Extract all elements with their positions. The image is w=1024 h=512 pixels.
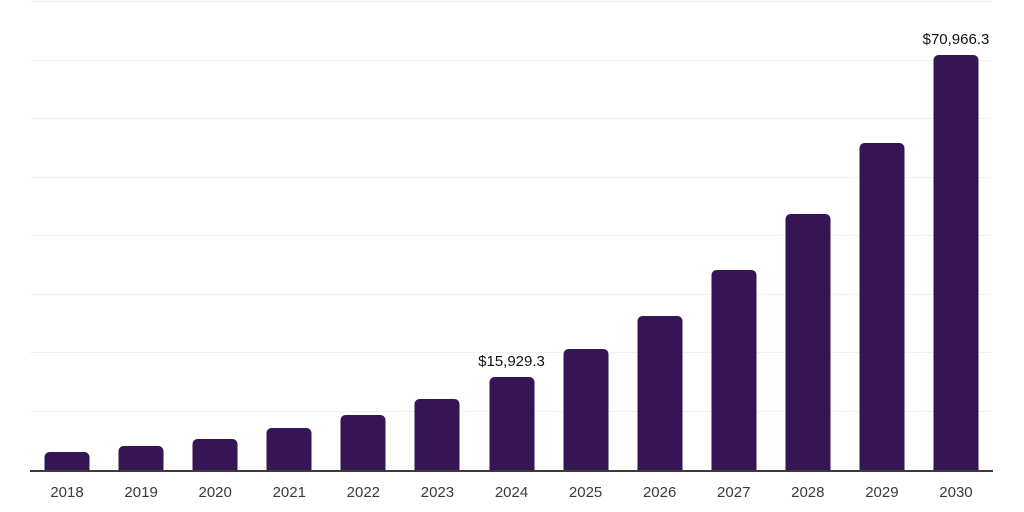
x-tick-2019: 2019 bbox=[124, 484, 158, 501]
gridline-60000 bbox=[30, 118, 993, 119]
x-tick-2029: 2029 bbox=[865, 484, 899, 501]
bar-slot-2026 bbox=[623, 2, 697, 470]
x-tick-2028: 2028 bbox=[791, 484, 825, 501]
x-tick-2027: 2027 bbox=[717, 484, 751, 501]
bar-2022 bbox=[340, 415, 386, 470]
bar-2027 bbox=[711, 269, 757, 470]
bar-slot-2021 bbox=[252, 2, 326, 470]
plot-area: $15,929.3 $70,966.3 bbox=[30, 1, 993, 472]
gridline-80000 bbox=[30, 1, 993, 2]
bar-2023 bbox=[414, 399, 460, 470]
x-tick-2023: 2023 bbox=[420, 484, 455, 501]
bar-slot-2028 bbox=[771, 2, 845, 470]
x-tick-2020: 2020 bbox=[198, 484, 232, 501]
bar-slot-2029 bbox=[845, 2, 919, 470]
bar-2026 bbox=[637, 316, 683, 470]
gridline-30000 bbox=[30, 293, 993, 295]
gridline-40000 bbox=[30, 235, 993, 236]
x-tick-2021: 2021 bbox=[272, 484, 306, 501]
x-tick-2030: 2030 bbox=[939, 484, 973, 501]
gridline-50000 bbox=[30, 176, 993, 178]
bar-2021 bbox=[266, 427, 312, 470]
bar-slot-2019 bbox=[104, 2, 178, 470]
bar-2030 bbox=[933, 54, 979, 470]
x-tick-2026: 2026 bbox=[642, 484, 677, 501]
x-tick-2024: 2024 bbox=[494, 484, 529, 501]
x-tick-2025: 2025 bbox=[568, 484, 603, 501]
bar-2020 bbox=[192, 439, 238, 470]
bar-slot-2020 bbox=[178, 2, 252, 470]
bar-value-label-2030: $70,966.3 bbox=[922, 30, 990, 48]
bar-2029 bbox=[859, 143, 905, 470]
bar-2028 bbox=[785, 213, 831, 470]
bar-slot-2024: $15,929.3 bbox=[474, 2, 548, 470]
x-tick-2018: 2018 bbox=[50, 484, 84, 501]
bar-slot-2025 bbox=[549, 2, 623, 470]
bar-2019 bbox=[118, 446, 164, 470]
bar-slot-2023 bbox=[400, 2, 474, 470]
bar-value-label-2024: $15,929.3 bbox=[478, 352, 545, 370]
bar-series: $15,929.3 $70,966.3 bbox=[30, 2, 993, 470]
x-tick-2022: 2022 bbox=[346, 484, 381, 501]
x-axis: 2018 2019 2020 2021 2022 2023 2024 2025 2026 2027… bbox=[30, 484, 993, 502]
bar-slot-2030: $70,966.3 bbox=[919, 2, 993, 470]
bar-2025 bbox=[563, 348, 609, 470]
gridline-20000 bbox=[30, 352, 993, 353]
gridline-70000 bbox=[30, 59, 993, 61]
bar-slot-2027 bbox=[697, 2, 771, 470]
bar-2024 bbox=[489, 376, 534, 470]
bar-slot-2022 bbox=[326, 2, 400, 470]
bar-slot-2018 bbox=[30, 2, 104, 470]
bar-2018 bbox=[44, 451, 90, 470]
